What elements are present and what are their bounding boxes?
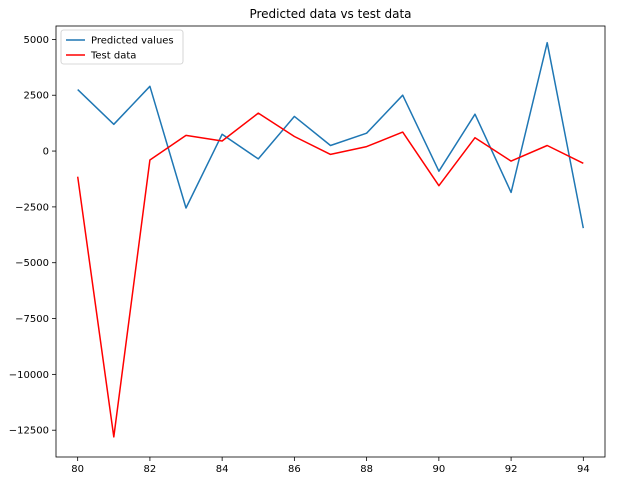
x-tick-label: 92: [505, 464, 518, 475]
y-tick-label: 2500: [24, 91, 49, 102]
series-line-1: [77, 41, 585, 229]
y-axis: 5000 2500 0 −2500 −5000 −7500 −10000 −12500: [9, 35, 56, 437]
legend-label-1: Predicted values: [91, 36, 174, 47]
chart-title: Predicted data vs test data: [249, 7, 411, 21]
series-line-2: [76, 112, 584, 438]
x-tick-label: 82: [144, 464, 157, 475]
legend: Predicted values Test data: [60, 29, 184, 65]
x-tick-label: 90: [432, 464, 445, 475]
y-tick-label: −10000: [9, 370, 49, 381]
x-tick-label: 84: [216, 464, 229, 475]
y-tick-label: −12500: [9, 426, 49, 437]
legend-box: [60, 29, 184, 65]
x-axis: 80 82 84 86 88 90 92 94: [71, 457, 590, 475]
y-tick-label: −7500: [15, 314, 49, 325]
plot-frame: [55, 25, 606, 458]
y-tick-label: 5000: [24, 35, 49, 46]
y-tick-label: −5000: [15, 258, 49, 269]
x-tick-label: 80: [71, 464, 84, 475]
legend-label-2: Test data: [90, 51, 136, 62]
x-tick-label: 88: [360, 464, 373, 475]
x-tick-label: 86: [288, 464, 301, 475]
y-tick-label: −2500: [15, 202, 49, 213]
series-layer: [76, 41, 585, 438]
x-tick-label: 94: [577, 464, 590, 475]
y-tick-label: 0: [43, 147, 49, 158]
